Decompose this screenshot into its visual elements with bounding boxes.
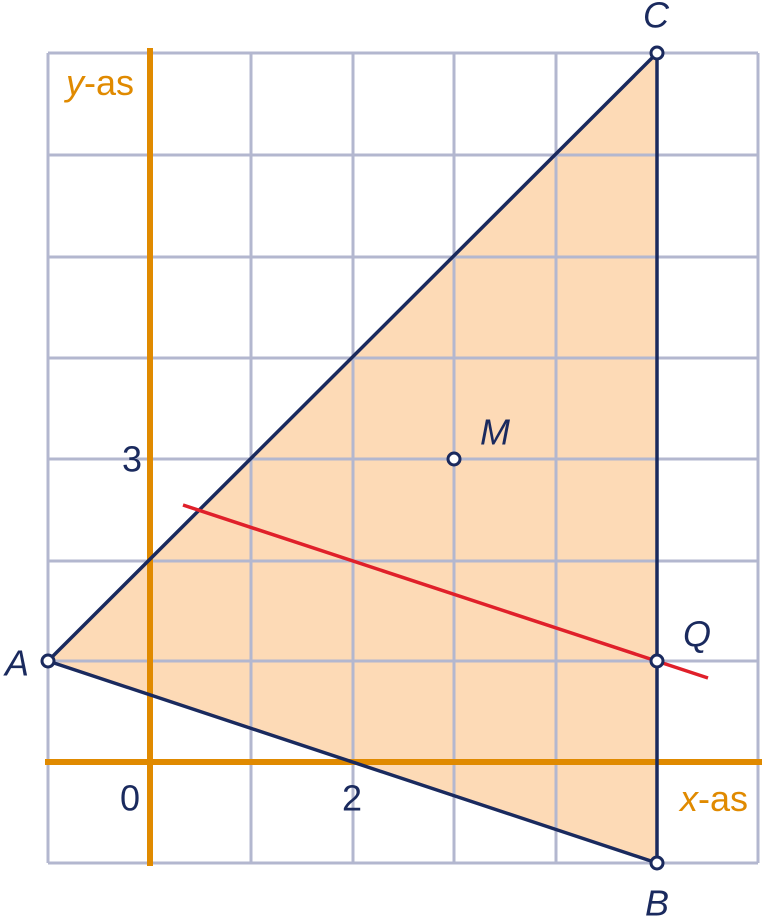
point-label: M	[480, 412, 510, 453]
tick-label: 0	[120, 778, 140, 819]
point-markers	[40, 45, 665, 871]
point-label: A	[3, 643, 29, 684]
x-axis-label: x-as	[678, 778, 748, 819]
tick-label: 3	[122, 439, 142, 480]
axis-suffix: -as	[698, 778, 748, 819]
y-axis-label: y-as	[63, 62, 134, 103]
axis-variable: y	[63, 62, 86, 103]
axis-variable: x	[678, 778, 700, 819]
grid	[46, 51, 760, 865]
triangle-edges	[46, 51, 659, 865]
point-label: C	[643, 0, 670, 36]
point-label: Q	[683, 614, 711, 655]
red-line	[182, 503, 709, 680]
tick-label: 2	[342, 778, 362, 819]
point-label: B	[645, 883, 669, 924]
axis-suffix: -as	[84, 62, 134, 103]
